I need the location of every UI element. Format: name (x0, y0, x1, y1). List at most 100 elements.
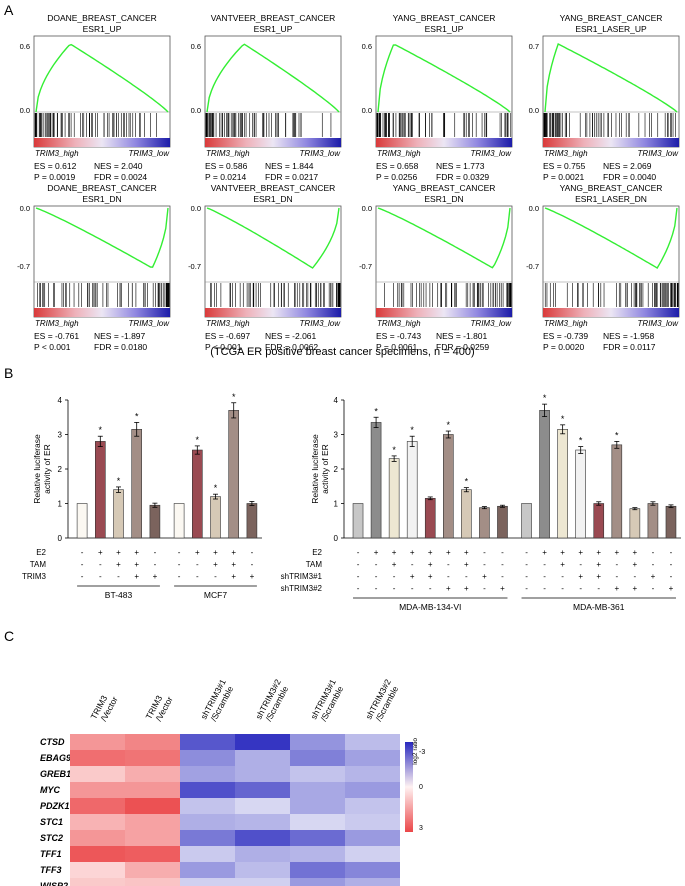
es-stat: ES = -0.697 (205, 331, 250, 341)
condition-mark: + (651, 572, 656, 581)
gsea-title: YANG_BREAST_CANCER (393, 13, 496, 23)
significance-star: * (99, 425, 103, 435)
heatmap-cell (345, 830, 400, 846)
heatmap-cell (345, 782, 400, 798)
y-tick-label: 3 (334, 431, 339, 440)
nes-stat: NES = 2.040 (94, 161, 143, 171)
condition-mark: - (357, 560, 360, 569)
gsea-ytick-base: 0.0 (529, 106, 539, 115)
significance-star: * (117, 476, 121, 486)
bar (388, 458, 400, 539)
condition-mark: - (483, 560, 486, 569)
rank-bar (34, 308, 170, 317)
enrichment-curve (377, 44, 511, 113)
condition-mark: - (579, 560, 582, 569)
condition-mark: - (375, 584, 378, 593)
gsea-title: VANTVEER_BREAST_CANCER (211, 183, 336, 193)
heatmap-cell (125, 734, 180, 750)
gsea-ytick-top: 0.7 (529, 42, 539, 51)
rank-bar (205, 138, 341, 147)
condition-mark: - (117, 572, 120, 581)
condition-mark: - (178, 560, 181, 569)
condition-mark: - (652, 584, 655, 593)
heatmap-cell (180, 782, 235, 798)
heatmap-cell (180, 878, 235, 886)
gsea-title: VANTVEER_BREAST_CANCER (211, 13, 336, 23)
condition-mark: + (98, 548, 103, 557)
gsea-ytick-base: -0.7 (17, 262, 30, 271)
condition-mark: + (500, 584, 505, 593)
condition-mark: + (542, 548, 547, 557)
p-stat: P = 0.0020 (543, 342, 584, 352)
bar (76, 503, 88, 539)
condition-mark: - (561, 584, 564, 593)
low-label: TRIM3_low (638, 149, 680, 158)
es-stat: ES = 0.755 (543, 161, 586, 171)
condition-mark: - (670, 560, 673, 569)
y-tick-label: 3 (58, 431, 63, 440)
fdr-stat: FDR = 0.0217 (265, 172, 318, 182)
heatmap-cell (345, 846, 400, 862)
rank-bar (543, 308, 679, 317)
y-tick-label: 1 (334, 500, 339, 509)
enrichment-curve (544, 207, 678, 269)
condition-mark: - (447, 572, 450, 581)
condition-mark: + (446, 548, 451, 557)
gsea-title: YANG_BREAST_CANCER (560, 13, 663, 23)
significance-star: * (447, 420, 451, 430)
p-stat: P = 0.0019 (34, 172, 75, 182)
rank-bar (543, 138, 679, 147)
bar (210, 496, 221, 539)
gene-label: STC1 (40, 817, 63, 827)
significance-star: * (543, 393, 547, 403)
gsea-subtitle: ESR1_LASER_DN (575, 194, 647, 204)
heatmap-cell (345, 798, 400, 814)
condition-label: TRIM3 (22, 572, 47, 581)
condition-mark: - (525, 548, 528, 557)
panel-c-label: C (4, 628, 15, 644)
significance-star: * (214, 483, 218, 493)
condition-label: shTRIM3#2 (281, 584, 323, 593)
heatmap-cell (290, 750, 345, 766)
heatmap-cell (235, 798, 290, 814)
legend-tick: -3 (419, 749, 425, 756)
significance-star: * (196, 435, 200, 445)
condition-mark: + (153, 572, 158, 581)
gsea-frame (375, 205, 513, 318)
high-label: TRIM3_high (206, 319, 250, 328)
heatmap-cell (70, 830, 125, 846)
high-label: TRIM3_high (35, 149, 79, 158)
condition-mark: + (374, 548, 379, 557)
bar (149, 504, 161, 539)
heatmap-cell (180, 846, 235, 862)
cell-line-label: MDA-MB-134-VI (399, 602, 461, 612)
nes-stat: NES = 2.069 (603, 161, 652, 171)
bar (406, 441, 418, 539)
heatmap-cell (290, 734, 345, 750)
low-label: TRIM3_low (129, 319, 171, 328)
legend-tick: 0 (419, 784, 423, 791)
condition-mark: + (231, 548, 236, 557)
condition-mark: - (465, 572, 468, 581)
heatmap-cell (235, 750, 290, 766)
bar (228, 410, 239, 539)
heatmap-cell (290, 798, 345, 814)
heatmap-cell (180, 750, 235, 766)
rank-bar (34, 138, 170, 147)
condition-mark: - (543, 572, 546, 581)
condition-mark: + (596, 548, 601, 557)
bar (557, 429, 568, 539)
condition-mark: - (652, 548, 655, 557)
condition-mark: - (652, 560, 655, 569)
es-stat: ES = -0.743 (376, 331, 421, 341)
condition-mark: + (410, 548, 415, 557)
heatmap-cell (235, 766, 290, 782)
condition-mark: + (669, 584, 674, 593)
low-label: TRIM3_low (638, 319, 680, 328)
p-stat: P = 0.0021 (543, 172, 584, 182)
condition-mark: - (634, 572, 637, 581)
